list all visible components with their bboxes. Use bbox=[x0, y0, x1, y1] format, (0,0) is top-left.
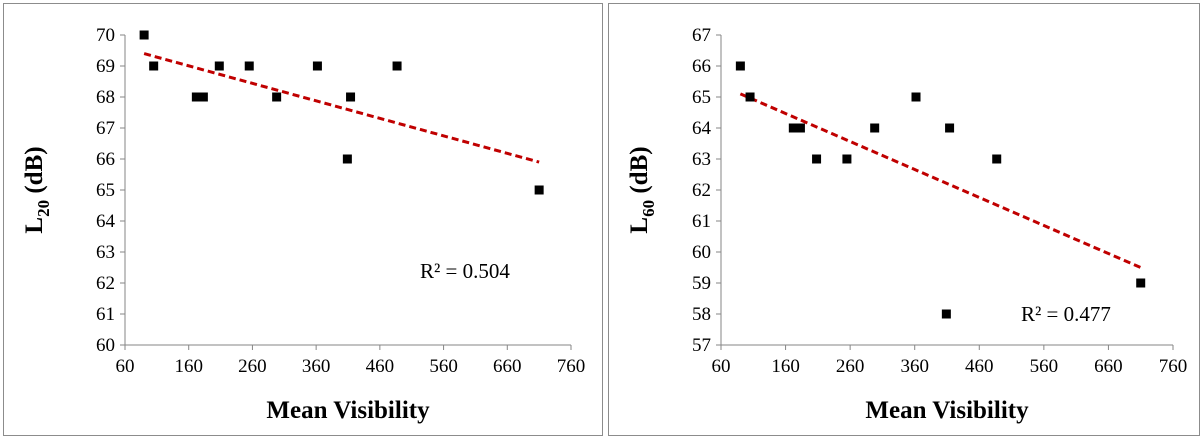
l60-data-point bbox=[1136, 278, 1146, 288]
l60-data-point bbox=[941, 309, 951, 319]
l20-y-tick-label: 61 bbox=[96, 304, 115, 325]
l60-data-point bbox=[812, 154, 822, 164]
l20-data-point bbox=[346, 92, 356, 102]
l60-y-tick-label: 57 bbox=[692, 335, 711, 356]
l20-data-point bbox=[534, 185, 544, 195]
l20-scatter-chart: 60 61 62 63 64 65 66 67 68 69 70 60 160 260 360 460 560 6… bbox=[21, 25, 586, 424]
l20-data-point bbox=[139, 30, 149, 40]
l20-x-tick-label: 460 bbox=[366, 356, 395, 377]
l60-data-point bbox=[735, 61, 745, 71]
l60-trendline bbox=[739, 92, 1142, 269]
l60-x-tick-label: 760 bbox=[1159, 356, 1188, 377]
l60-y-tick-label: 66 bbox=[692, 56, 711, 77]
l20-x-tick-label: 560 bbox=[429, 356, 458, 377]
l60-y-tick-label: 60 bbox=[692, 242, 711, 263]
l20-x-tick-label: 360 bbox=[302, 356, 331, 377]
l20-y-tick-label: 63 bbox=[96, 242, 115, 263]
l20-x-tick-label: 260 bbox=[238, 356, 267, 377]
l60-x-tick-label: 260 bbox=[836, 356, 865, 377]
l20-data-point bbox=[272, 92, 282, 102]
chart-panel-l60: 57 58 59 60 61 62 63 64 65 66 67 60 160 260 360 460 560 6… bbox=[608, 3, 1200, 436]
l20-y-axis-title: L20 (dB) bbox=[21, 146, 53, 233]
l20-data-point bbox=[214, 61, 224, 71]
l20-x-tick-label: 160 bbox=[174, 356, 203, 377]
l20-y-tick-label: 62 bbox=[96, 273, 115, 294]
l20-data-point bbox=[198, 92, 208, 102]
l20-y-tick-label: 64 bbox=[96, 211, 116, 232]
l20-data-point bbox=[392, 61, 402, 71]
l20-data-point bbox=[342, 154, 352, 164]
l60-x-tick-label: 660 bbox=[1094, 356, 1123, 377]
l20-y-tick-label: 67 bbox=[96, 118, 115, 139]
l60-data-point bbox=[945, 123, 955, 133]
l60-y-tick-label: 65 bbox=[692, 87, 711, 108]
l60-y-tick-label: 62 bbox=[692, 180, 711, 201]
l60-y-tick-label: 64 bbox=[692, 118, 712, 139]
l20-y-tick-label: 69 bbox=[96, 56, 115, 77]
l60-x-tick-label: 460 bbox=[965, 356, 994, 377]
l60-y-axis-title: L60 (dB) bbox=[626, 146, 658, 233]
l20-data-point bbox=[312, 61, 322, 71]
l60-y-tick-label: 61 bbox=[692, 211, 711, 232]
l20-data-point bbox=[149, 61, 159, 71]
l60-data-point bbox=[911, 92, 921, 102]
l20-trendline bbox=[143, 52, 540, 164]
l60-r-squared-label: R² = 0.477 bbox=[1021, 302, 1111, 326]
l60-y-tick-label: 67 bbox=[692, 25, 711, 46]
l60-data-point bbox=[842, 154, 852, 164]
l60-y-tick-label: 58 bbox=[692, 304, 711, 325]
l20-x-tick-label: 660 bbox=[493, 356, 522, 377]
l60-x-axis-title: Mean Visibility bbox=[865, 397, 1029, 424]
l60-x-tick-label: 360 bbox=[900, 356, 929, 377]
l20-y-tick-label: 68 bbox=[96, 87, 115, 108]
l20-y-tick-label: 70 bbox=[96, 25, 115, 46]
l20-x-axis-title: Mean Visibility bbox=[266, 397, 430, 424]
chart-panel-l20: 60 61 62 63 64 65 66 67 68 69 70 60 160 260 360 460 560 6… bbox=[3, 3, 603, 436]
l60-scatter-chart: 57 58 59 60 61 62 63 64 65 66 67 60 160 260 360 460 560 6… bbox=[626, 25, 1188, 424]
l20-x-tick-label: 60 bbox=[116, 356, 135, 377]
l60-data-point bbox=[788, 123, 798, 133]
l60-x-tick-label: 560 bbox=[1030, 356, 1059, 377]
l20-x-tick-label: 760 bbox=[557, 356, 586, 377]
l60-data-point bbox=[745, 92, 755, 102]
l60-x-tick-label: 60 bbox=[712, 356, 731, 377]
l60-x-tick-label: 160 bbox=[771, 356, 800, 377]
l20-r-squared-label: R² = 0.504 bbox=[420, 259, 510, 283]
l60-data-point bbox=[870, 123, 880, 133]
l20-y-tick-label: 65 bbox=[96, 180, 115, 201]
l60-data-point bbox=[992, 154, 1002, 164]
l20-y-tick-label: 66 bbox=[96, 149, 115, 170]
l20-data-point bbox=[244, 61, 254, 71]
l60-y-tick-label: 63 bbox=[692, 149, 711, 170]
l20-data-point bbox=[191, 92, 201, 102]
l60-y-tick-label: 59 bbox=[692, 273, 711, 294]
l60-data-point bbox=[795, 123, 805, 133]
l20-y-tick-label: 60 bbox=[96, 335, 115, 356]
